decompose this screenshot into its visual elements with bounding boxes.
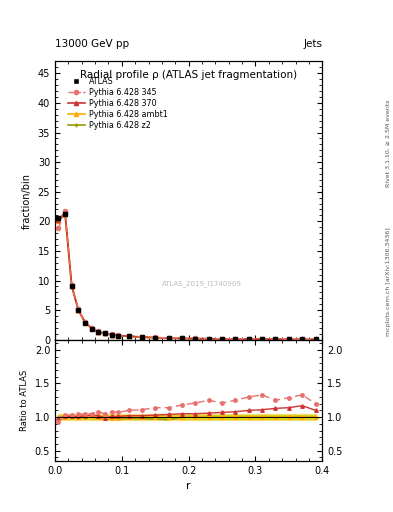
Y-axis label: Ratio to ATLAS: Ratio to ATLAS — [20, 370, 29, 431]
Y-axis label: fraction/bin: fraction/bin — [22, 173, 32, 229]
Text: Rivet 3.1.10, ≥ 2.5M events: Rivet 3.1.10, ≥ 2.5M events — [386, 100, 391, 187]
Text: mcplots.cern.ch [arXiv:1306.3436]: mcplots.cern.ch [arXiv:1306.3436] — [386, 227, 391, 336]
X-axis label: r: r — [186, 481, 191, 491]
Text: Jets: Jets — [303, 38, 322, 49]
Text: 13000 GeV pp: 13000 GeV pp — [55, 38, 129, 49]
Legend: ATLAS, Pythia 6.428 345, Pythia 6.428 370, Pythia 6.428 ambt1, Pythia 6.428 z2: ATLAS, Pythia 6.428 345, Pythia 6.428 37… — [64, 74, 171, 133]
Text: ATLAS_2019_I1740909: ATLAS_2019_I1740909 — [162, 281, 242, 288]
Text: Radial profile ρ (ATLAS jet fragmentation): Radial profile ρ (ATLAS jet fragmentatio… — [80, 70, 297, 80]
